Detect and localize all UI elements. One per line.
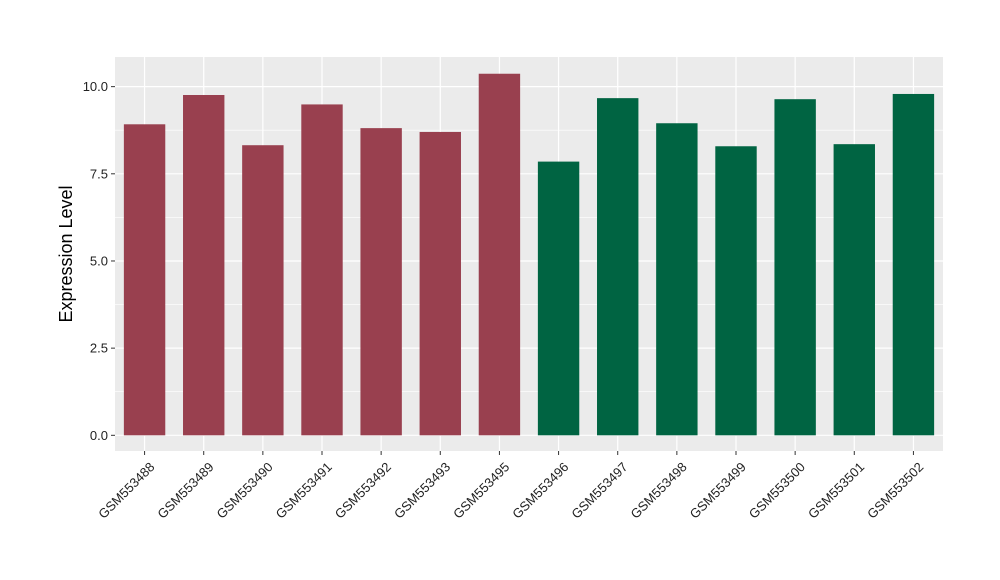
bar-GSM553500 [774, 99, 816, 436]
bar-GSM553496 [537, 161, 580, 436]
x-tick-label: GSM553501 [805, 459, 867, 521]
bar-GSM553498 [656, 123, 698, 436]
y-tick-label: 0.0 [90, 428, 108, 443]
x-tick-label: GSM553490 [214, 459, 276, 521]
x-tick-label: GSM553499 [687, 459, 749, 521]
x-tick-label: GSM553502 [864, 459, 926, 521]
bar-GSM553493 [419, 131, 461, 436]
x-tick-label: GSM553489 [154, 459, 216, 521]
y-tick-label: 5.0 [90, 253, 108, 268]
x-tick-label: GSM553492 [332, 459, 394, 521]
bar-GSM553502 [892, 93, 935, 436]
y-tick-label: 7.5 [90, 166, 108, 181]
x-tick-label: GSM553497 [568, 459, 630, 521]
x-tick-label: GSM553488 [95, 459, 157, 521]
bar-GSM553499 [715, 146, 757, 436]
x-tick-label: GSM553500 [746, 459, 808, 521]
y-axis: 0.0 2.5 5.0 7.5 10.0 [83, 79, 115, 443]
x-axis: GSM553488GSM553489GSM553490GSM553491GSM5… [95, 451, 926, 522]
y-tick-label: 10.0 [83, 79, 108, 94]
bar-GSM553490 [242, 145, 284, 436]
x-tick-label: GSM553493 [391, 459, 453, 521]
y-tick-label: 2.5 [90, 341, 108, 356]
bar-GSM553491 [301, 104, 343, 436]
bar-GSM553492 [360, 128, 402, 436]
bar-GSM553489 [183, 95, 225, 436]
x-tick-label: GSM553491 [273, 459, 335, 521]
x-tick-label: GSM553495 [450, 459, 512, 521]
bars [123, 73, 935, 436]
y-axis-title: Expression Level [56, 185, 76, 322]
bar-GSM553495 [478, 73, 521, 436]
bar-GSM553497 [597, 98, 639, 436]
bar-GSM553488 [123, 124, 166, 436]
x-tick-label: GSM553498 [628, 459, 690, 521]
bar-GSM553501 [833, 144, 875, 436]
x-tick-label: GSM553496 [509, 459, 571, 521]
